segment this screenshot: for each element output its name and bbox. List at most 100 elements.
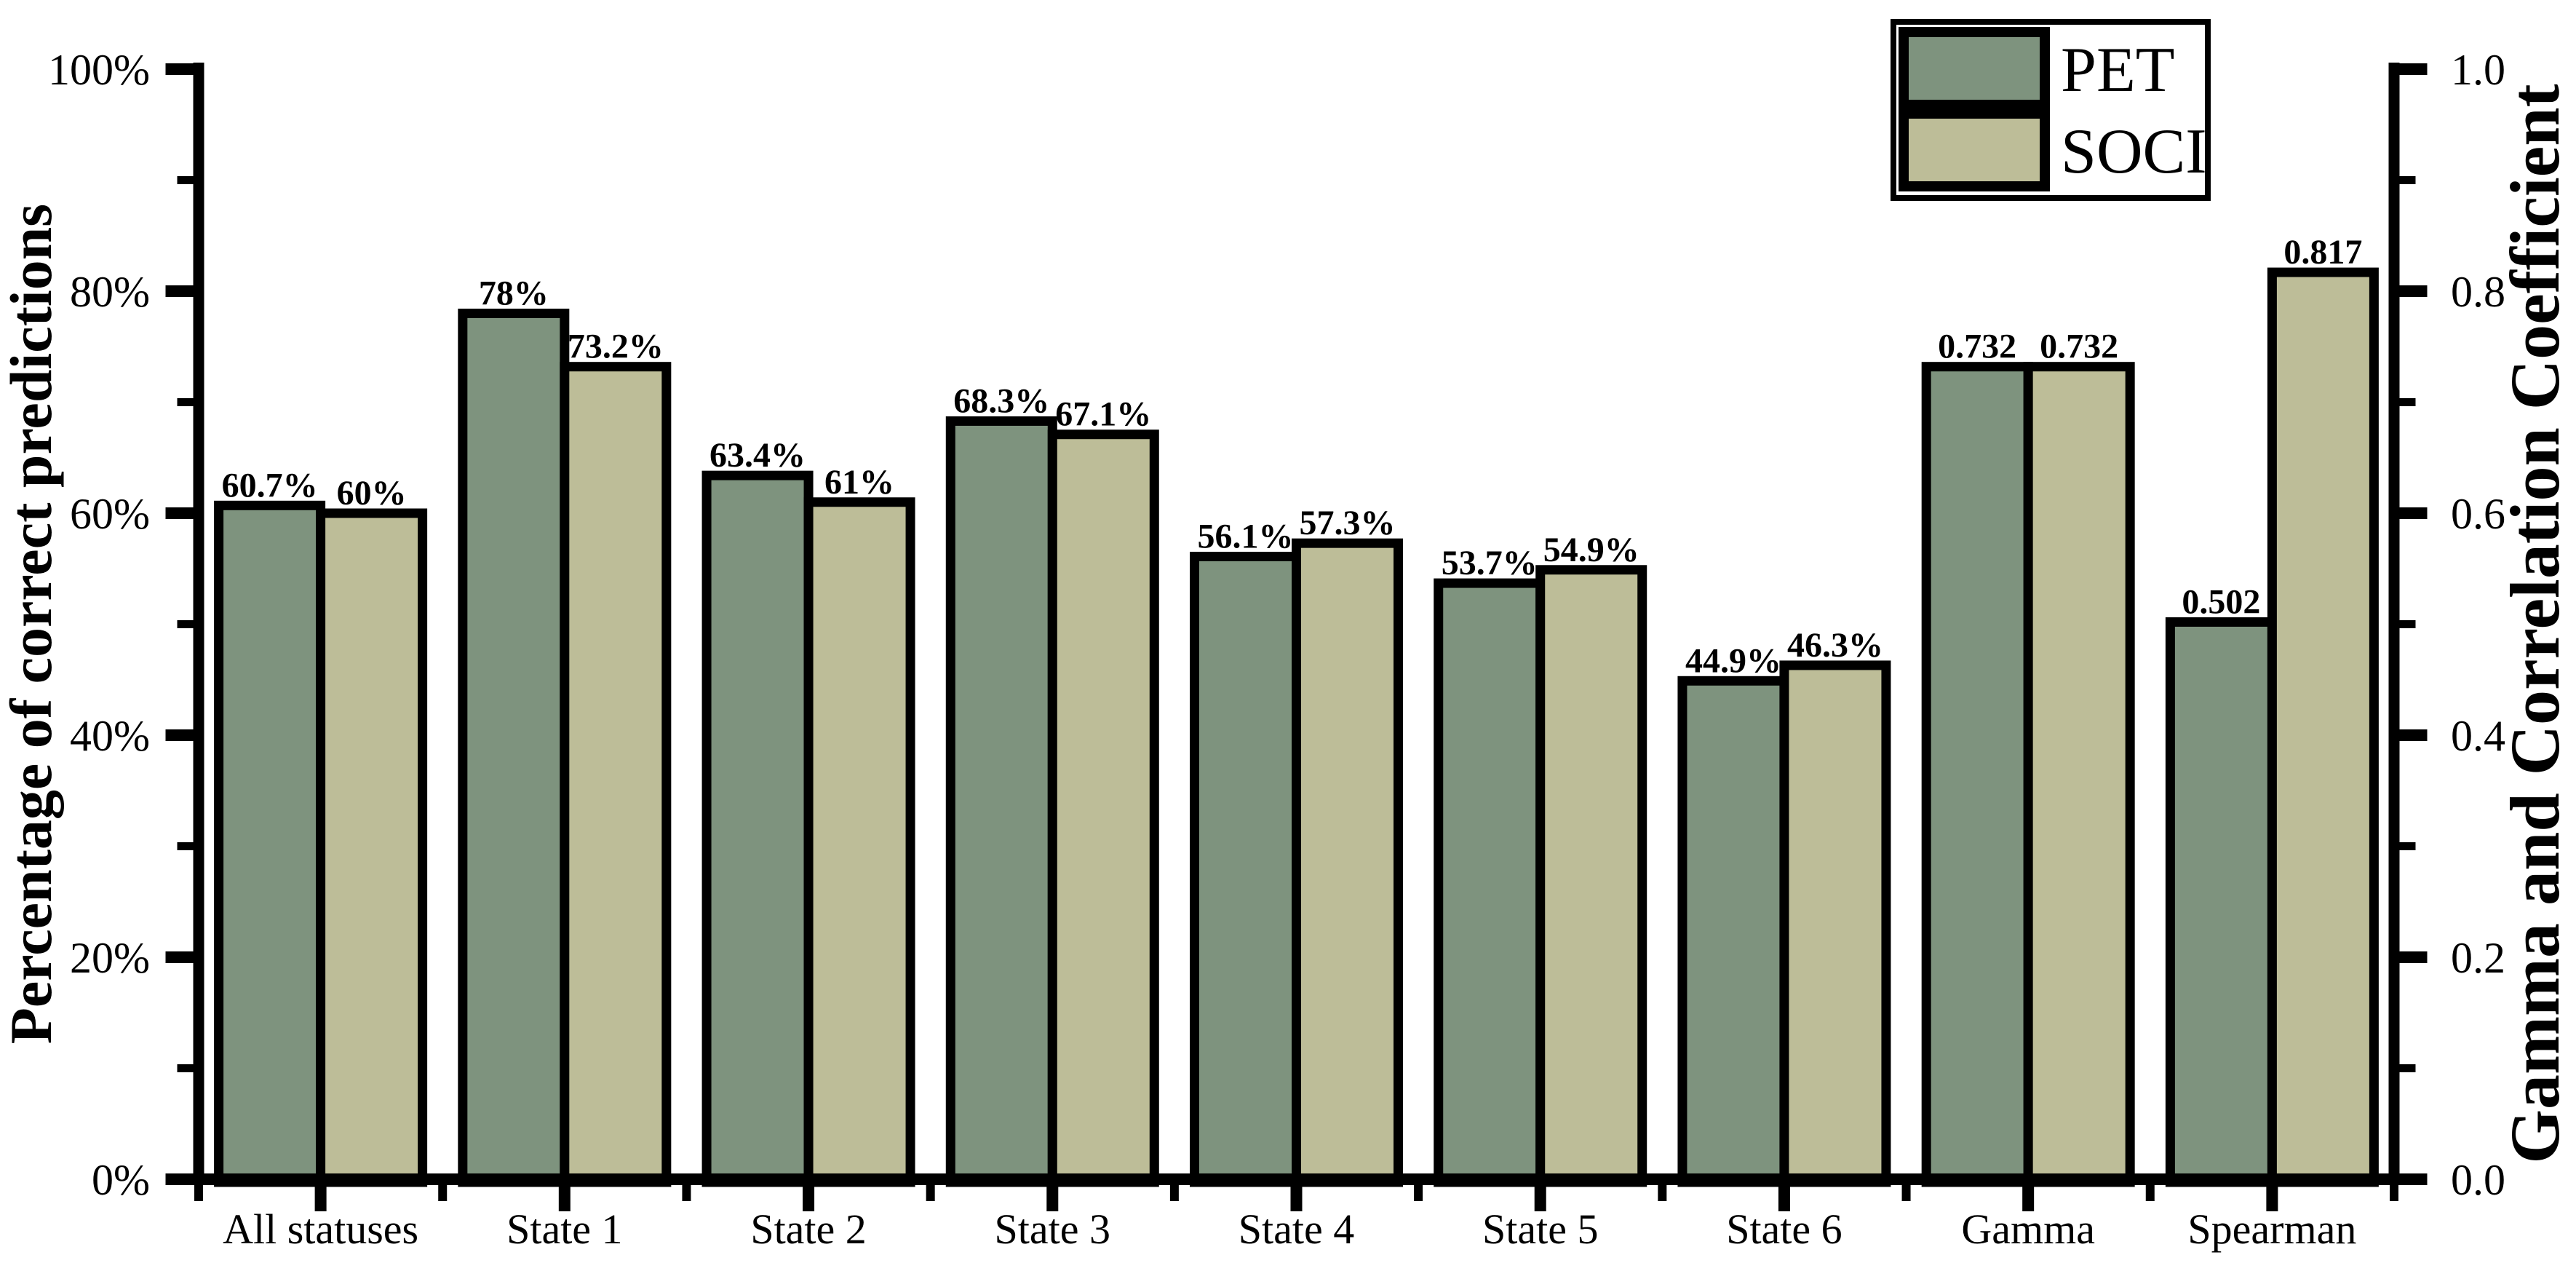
value-label-soci-all-statuses: 60% — [337, 474, 407, 512]
value-label-pet-state-1: 78% — [479, 274, 549, 313]
bar-soci-all-statuses — [316, 508, 428, 1187]
value-label-pet-state-6: 44.9% — [1685, 641, 1781, 680]
value-label-soci-state-2: 61% — [824, 463, 894, 502]
x-axis-major-tick — [1290, 1185, 1303, 1211]
x-axis-major-tick — [1778, 1185, 1790, 1211]
right-axis-title: Gamma and Correlation Coefficient — [2496, 84, 2574, 1163]
x-axis-minor-tick — [926, 1185, 935, 1201]
right-axis-minor-tick — [2399, 176, 2416, 184]
value-label-soci-gamma: 0.732 — [2040, 328, 2118, 366]
right-axis-tick-label: 0.8 — [2451, 268, 2505, 316]
x-axis-minor-tick — [682, 1185, 691, 1201]
left-axis-minor-tick — [177, 176, 194, 184]
x-axis-major-tick — [803, 1185, 815, 1211]
left-axis-major-tick — [165, 951, 194, 963]
legend-label-pet: PET — [2061, 35, 2174, 106]
bar-pet-state-5 — [1434, 578, 1546, 1187]
x-axis-minor-tick — [1169, 1185, 1179, 1201]
bar-soci-state-6 — [1779, 660, 1891, 1187]
right-axis-tick-label: 0.0 — [2451, 1156, 2505, 1204]
x-axis-major-tick — [2022, 1185, 2035, 1211]
left-axis-tick-label: 20% — [70, 934, 150, 982]
category-labels-group: All statuses State 1 State 2 State 3 State 4… — [223, 1205, 2356, 1253]
category-label-state-3: State 3 — [995, 1205, 1110, 1253]
bar-soci-state-5 — [1535, 565, 1647, 1187]
bar-pet-all-statuses — [214, 500, 326, 1187]
right-axis-minor-tick — [2399, 842, 2416, 850]
bar-pet-state-1 — [458, 309, 570, 1187]
x-axis-minor-tick — [1414, 1185, 1423, 1201]
left-axis-major-tick — [165, 63, 194, 75]
legend-swatch-pet — [1899, 27, 2050, 110]
value-labels-group: 60.7% 60%78%73.2%63.4%61%68.3% 67.1%56.1% 5… — [222, 233, 2363, 680]
legend-swatch-soci — [1899, 108, 2050, 191]
x-axis-major-tick — [2266, 1185, 2278, 1211]
value-label-soci-state-1: 73.2% — [568, 328, 664, 366]
x-axis-minor-tick — [194, 1185, 203, 1201]
value-label-pet-state-2: 63.4% — [709, 436, 806, 475]
value-label-soci-state-4: 57.3% — [1300, 504, 1396, 542]
legend: PET SOCI — [1891, 19, 2211, 201]
right-axis-major-tick — [2399, 63, 2428, 75]
category-label-gamma: Gamma — [1961, 1205, 2095, 1253]
left-axis-tick-label: 0% — [92, 1156, 150, 1204]
right-axis-tick-label: 0.6 — [2451, 490, 2505, 538]
bar-pet-gamma — [1921, 362, 2033, 1187]
axes-group — [165, 63, 2428, 1211]
value-label-soci-state-3: 67.1% — [1055, 395, 1151, 434]
left-axis-minor-tick — [177, 398, 194, 406]
left-axis-major-tick — [165, 729, 194, 741]
bar-soci-state-3 — [1047, 429, 1159, 1187]
left-axis-minor-tick — [177, 1064, 194, 1072]
left-axis-major-tick — [165, 285, 194, 297]
bar-soci-state-2 — [803, 497, 915, 1187]
right-axis-tick-label: 0.2 — [2451, 934, 2505, 982]
x-axis-minor-tick — [1901, 1185, 1911, 1201]
value-label-pet-state-4: 56.1% — [1198, 517, 1294, 555]
bar-pet-state-6 — [1677, 676, 1789, 1187]
left-axis-major-tick — [165, 507, 194, 519]
category-label-state-1: State 1 — [506, 1205, 622, 1253]
left-axis-tick-label: 80% — [70, 268, 150, 316]
category-label-state-2: State 2 — [750, 1205, 866, 1253]
category-label-state-4: State 4 — [1239, 1205, 1354, 1253]
right-axis-major-tick — [2399, 729, 2428, 741]
right-axis-minor-tick — [2399, 1064, 2416, 1072]
value-label-soci-spearman: 0.817 — [2283, 233, 2362, 272]
value-label-pet-all-statuses: 60.7% — [222, 466, 318, 504]
category-label-all-statuses: All statuses — [223, 1205, 418, 1253]
legend-label-soci: SOCI — [2061, 116, 2207, 187]
left-axis-minor-tick — [177, 842, 194, 850]
category-label-state-6: State 6 — [1726, 1205, 1842, 1253]
right-axis-major-tick — [2399, 951, 2428, 963]
right-axis-spine — [2388, 63, 2400, 1185]
x-axis-major-tick — [1534, 1185, 1546, 1211]
value-label-pet-state-5: 53.7% — [1442, 544, 1538, 582]
left-axis-minor-tick — [177, 620, 194, 628]
x-axis-line — [165, 1173, 2428, 1185]
x-axis-major-tick — [1046, 1185, 1059, 1211]
x-axis-major-tick — [314, 1185, 327, 1211]
bar-soci-spearman — [2267, 267, 2379, 1187]
bar-soci-state-4 — [1292, 538, 1403, 1187]
bar-soci-state-1 — [560, 362, 672, 1187]
bar-soci-gamma — [2023, 362, 2135, 1187]
left-axis-tick-label: 60% — [70, 490, 150, 538]
category-label-state-5: State 5 — [1482, 1205, 1598, 1253]
bar-pet-state-3 — [945, 416, 1057, 1187]
bar-pet-spearman — [2165, 617, 2277, 1187]
bar-pet-state-4 — [1190, 551, 1301, 1187]
x-axis-minor-tick — [1658, 1185, 1667, 1201]
left-axis-tick-label: 100% — [48, 46, 150, 94]
bar-pet-state-2 — [701, 470, 814, 1187]
left-axis-title: Percentage of correct predictions — [0, 204, 64, 1044]
right-axis-major-tick — [2399, 507, 2428, 519]
x-axis-minor-tick — [2145, 1185, 2155, 1201]
left-axis-tick-label: 40% — [70, 712, 150, 760]
category-label-spearman: Spearman — [2187, 1205, 2356, 1253]
left-axis-spine — [193, 63, 204, 1185]
right-axis-minor-tick — [2399, 398, 2416, 406]
x-axis-major-tick — [558, 1185, 571, 1211]
